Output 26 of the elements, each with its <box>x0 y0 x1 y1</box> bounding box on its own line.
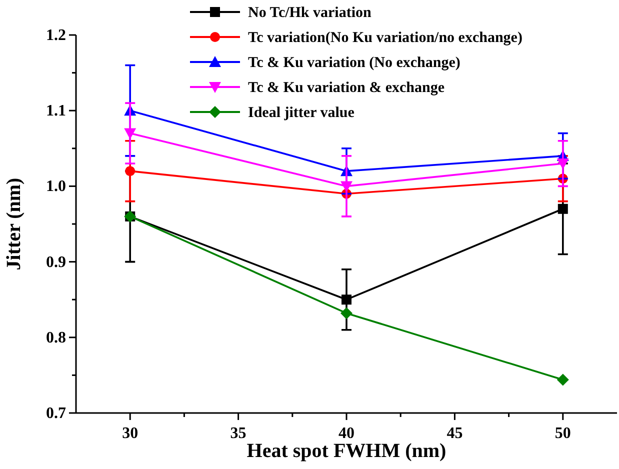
point <box>340 307 352 320</box>
y-tick-label: 1.2 <box>46 27 66 44</box>
y-axis-title: Jitter (nm) <box>3 178 25 270</box>
y-tick-label: 0.7 <box>46 405 66 422</box>
y-tick-label: 1.1 <box>46 102 66 120</box>
legend-label: Ideal jitter value <box>248 105 355 121</box>
point <box>340 181 352 192</box>
point <box>342 294 352 305</box>
x-tick-label: 35 <box>230 425 246 442</box>
legend-label: Tc variation(No Ku variation/no exchange) <box>248 30 522 46</box>
point <box>558 204 568 214</box>
point <box>125 166 136 176</box>
y-tick-label: 0.9 <box>46 254 66 271</box>
legend-label: No Tc/Hk variation <box>248 5 372 21</box>
x-tick-label: 40 <box>338 425 354 442</box>
x-tick-label: 45 <box>446 425 463 442</box>
x-tick-label: 30 <box>122 425 138 442</box>
legend-label: Tc & Ku variation & exchange <box>248 80 445 96</box>
y-tick-label: 1.0 <box>46 178 66 196</box>
point <box>556 158 569 170</box>
y-tick-label: 0.8 <box>46 329 66 346</box>
x-axis-title: Heat spot FWHM (nm) <box>246 440 446 462</box>
x-tick-label: 50 <box>554 425 571 442</box>
point <box>124 128 136 140</box>
legend-label: Tc & Ku variation (No exchange) <box>248 55 460 71</box>
point <box>556 374 569 386</box>
